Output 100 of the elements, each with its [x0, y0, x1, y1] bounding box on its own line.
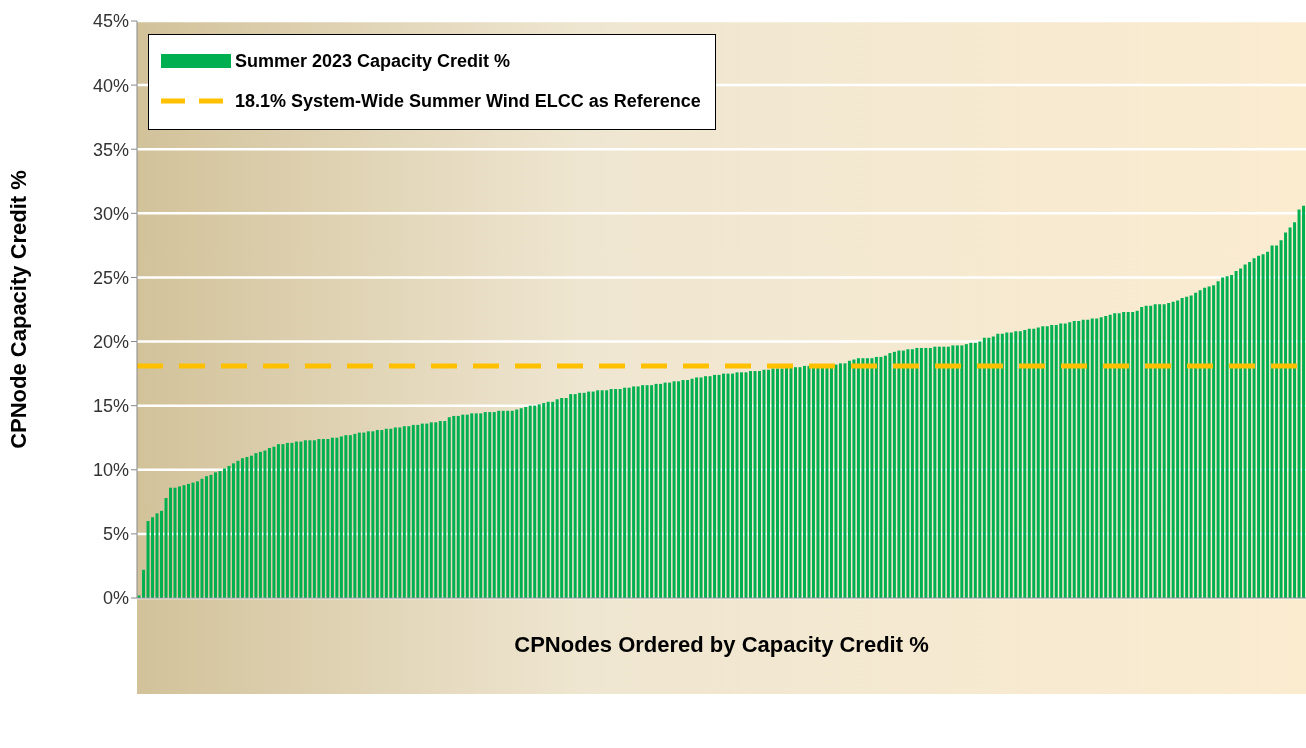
bar	[564, 397, 568, 598]
bar	[1036, 327, 1040, 598]
bar	[717, 374, 721, 598]
bar	[479, 413, 483, 598]
bar	[1050, 324, 1054, 598]
bar	[973, 342, 977, 598]
bar	[187, 483, 190, 598]
bar	[294, 441, 298, 598]
bar	[461, 414, 465, 598]
bar	[1153, 304, 1157, 598]
bar	[380, 430, 384, 598]
bar	[573, 394, 577, 598]
bar	[384, 428, 388, 598]
bar	[389, 428, 393, 598]
bar	[560, 397, 564, 598]
bar	[668, 382, 672, 598]
bar	[204, 476, 208, 598]
bar	[933, 346, 937, 598]
bar	[569, 394, 573, 598]
bar	[420, 423, 424, 598]
bar	[1023, 330, 1027, 598]
bar	[578, 392, 582, 598]
bar	[371, 431, 375, 598]
bar	[704, 376, 708, 598]
bar	[874, 356, 878, 598]
bar	[375, 430, 379, 598]
bar	[726, 373, 730, 598]
bar	[1108, 314, 1112, 598]
bar	[744, 372, 748, 598]
bar	[308, 440, 312, 598]
bar	[528, 405, 532, 598]
x-axis-title: CPNodes Ordered by Capacity Credit %	[514, 632, 929, 657]
y-tick-label: 35%	[92, 139, 129, 160]
bar	[1257, 255, 1261, 598]
bar	[906, 349, 910, 598]
bar	[605, 390, 609, 598]
bar	[1104, 315, 1108, 598]
bar	[434, 422, 438, 598]
bar	[1090, 318, 1094, 598]
bar	[515, 409, 519, 598]
bar	[749, 371, 753, 598]
bar	[151, 517, 155, 598]
bar	[1032, 328, 1036, 598]
bar	[245, 456, 249, 598]
bar	[312, 440, 316, 598]
bar	[690, 378, 694, 598]
bar	[1099, 317, 1103, 598]
bar	[1275, 245, 1279, 598]
bar	[600, 390, 604, 598]
bar	[240, 458, 244, 598]
bar	[169, 487, 173, 598]
bar	[1207, 286, 1211, 598]
bar	[357, 432, 361, 598]
bar	[317, 439, 321, 598]
bar	[326, 439, 330, 598]
bar	[1203, 287, 1207, 598]
bar	[888, 353, 892, 598]
bar	[195, 481, 199, 598]
bar	[519, 408, 523, 598]
bar	[425, 423, 429, 598]
bar	[155, 513, 159, 598]
bar	[798, 367, 802, 598]
bar	[222, 468, 226, 598]
bar	[686, 380, 690, 598]
bar	[231, 463, 235, 598]
bar	[209, 474, 213, 598]
bar	[969, 342, 973, 598]
bar	[982, 337, 986, 598]
bar	[807, 365, 811, 598]
bar	[596, 390, 600, 598]
bar	[847, 360, 851, 598]
bar	[627, 387, 631, 598]
bar	[861, 358, 865, 598]
y-tick-label: 0%	[102, 588, 129, 609]
bar	[987, 337, 991, 598]
bar	[551, 401, 555, 598]
bar	[1252, 258, 1256, 598]
bar	[708, 376, 712, 598]
bar	[276, 444, 280, 598]
bar	[191, 482, 195, 598]
bar	[1014, 331, 1018, 598]
y-tick-label: 15%	[92, 396, 129, 417]
bar	[1243, 264, 1247, 598]
bar	[811, 365, 815, 598]
bar	[758, 371, 762, 598]
bar	[272, 446, 276, 598]
bar	[735, 372, 739, 598]
bar	[892, 351, 896, 598]
bar	[870, 358, 874, 598]
bar	[1225, 276, 1229, 598]
bar	[852, 359, 856, 598]
bar	[618, 389, 622, 598]
bar	[398, 427, 402, 598]
bar	[330, 437, 334, 598]
bar	[1180, 297, 1184, 598]
bar	[510, 410, 514, 598]
bar	[591, 391, 595, 598]
bar	[650, 385, 654, 598]
bar	[802, 365, 806, 598]
legend-label: 18.1% System-Wide Summer Wind ELCC as Reference	[235, 90, 701, 112]
